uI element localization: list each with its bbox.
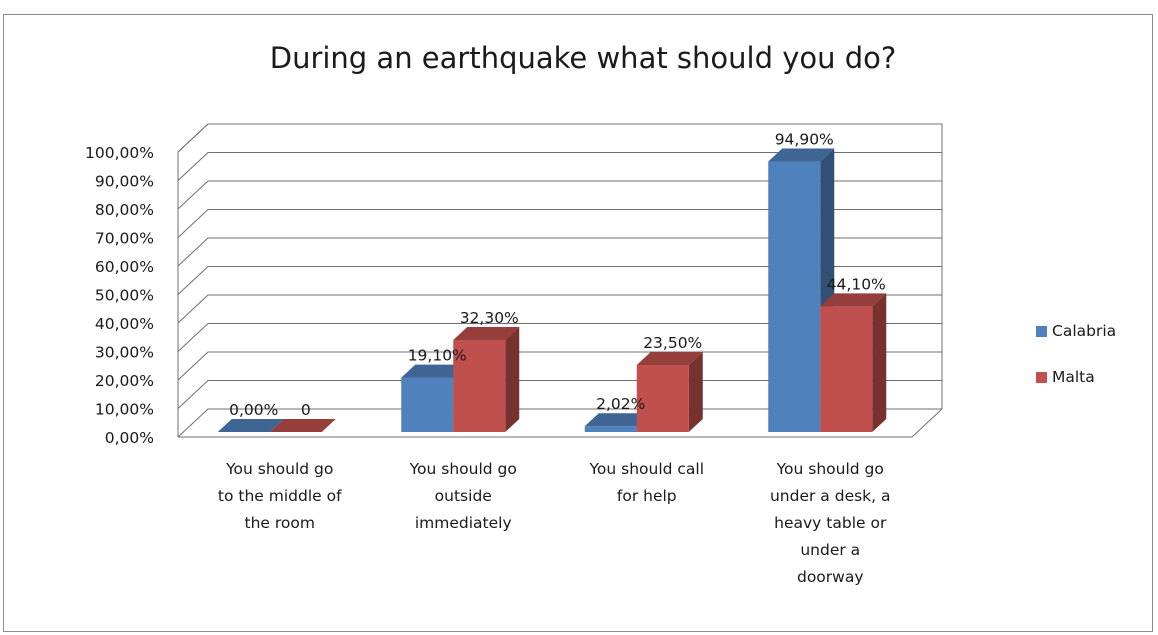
gridline [177,180,942,210]
data-label: 2,02% [596,395,645,413]
bar-top [636,352,703,366]
y-tick-label: 60,00% [95,258,154,276]
bar [636,352,703,432]
y-tick-label: 0,00% [105,429,154,447]
bar [768,148,835,432]
gridline [177,351,942,381]
gridline [177,237,942,267]
bar-side [688,352,703,432]
data-label: 32,30% [460,309,519,327]
bar-front [453,339,506,432]
category-label: under a desk, a [770,487,891,505]
data-label: 94,90% [775,131,834,149]
y-tick-label: 50,00% [95,287,154,305]
gridline [177,209,942,238]
bar-front [820,306,873,432]
data-label: 44,10% [827,275,886,293]
legend-label: Calabria [1052,322,1116,340]
gridline [177,266,942,295]
y-tick-label: 90,00% [95,173,154,191]
category-label: You should go [225,460,333,478]
y-tick-label: 40,00% [95,315,154,333]
category-labels: You should go to the middle of the room You… [218,460,891,586]
category-label: the room [245,514,315,532]
bar-side [872,293,887,432]
gridline [177,323,942,352]
y-tick-label: 70,00% [95,230,154,248]
data-label: 0 [301,401,311,419]
bar-top [269,419,336,432]
y-tick-label: 80,00% [95,201,154,219]
legend: Calabria Malta [1036,322,1116,386]
gridline [177,294,942,324]
bar-front [401,377,454,432]
legend-label: Malta [1052,368,1095,386]
bar-top [820,293,887,307]
bar-top [768,148,835,162]
gridline [177,123,942,153]
bar-front [636,365,689,432]
category-label: You should go [409,460,517,478]
category-label: You should call [588,460,704,478]
bar-top [584,413,651,427]
y-axis-ticks: 0,00% 10,00% 20,00% 30,00% 40,00% 50,00% 60,00… [85,144,154,447]
category-label: immediately [415,514,512,532]
category-label: heavy table or [774,514,887,532]
bar [217,419,284,432]
legend-swatch [1036,326,1047,337]
gridline [177,152,942,181]
category-label: outside [435,487,492,505]
gridlines [177,123,943,438]
bar-top [217,419,284,432]
y-tick-label: 100,00% [85,144,154,162]
category-label: You should go [776,460,884,478]
bar [269,419,336,432]
bar-top [401,364,468,378]
category-label: to the middle of [218,487,342,505]
legend-swatch [1036,372,1047,383]
data-label: 23,50% [643,334,702,352]
bar [820,293,887,432]
bar-front [584,426,637,432]
floor-edge [178,408,943,438]
category-label: doorway [797,568,864,586]
y-tick-label: 20,00% [95,372,154,390]
y-tick-label: 10,00% [95,401,154,419]
chart-title: During an earthquake what should you do? [270,41,897,75]
data-label: 19,10% [408,347,467,365]
bars [217,148,887,432]
bar-top [453,326,520,340]
data-label: 0,00% [229,401,278,419]
category-label: for help [617,487,677,505]
y-tick-label: 30,00% [95,344,154,362]
category-label: under a [800,541,860,559]
bar-front [768,161,821,432]
bar-side [505,326,520,432]
bar [453,326,520,432]
data-labels: 0,00% 0 19,10% 32,30% 2,02% 23,50% 94,90% 44,10… [229,131,886,419]
